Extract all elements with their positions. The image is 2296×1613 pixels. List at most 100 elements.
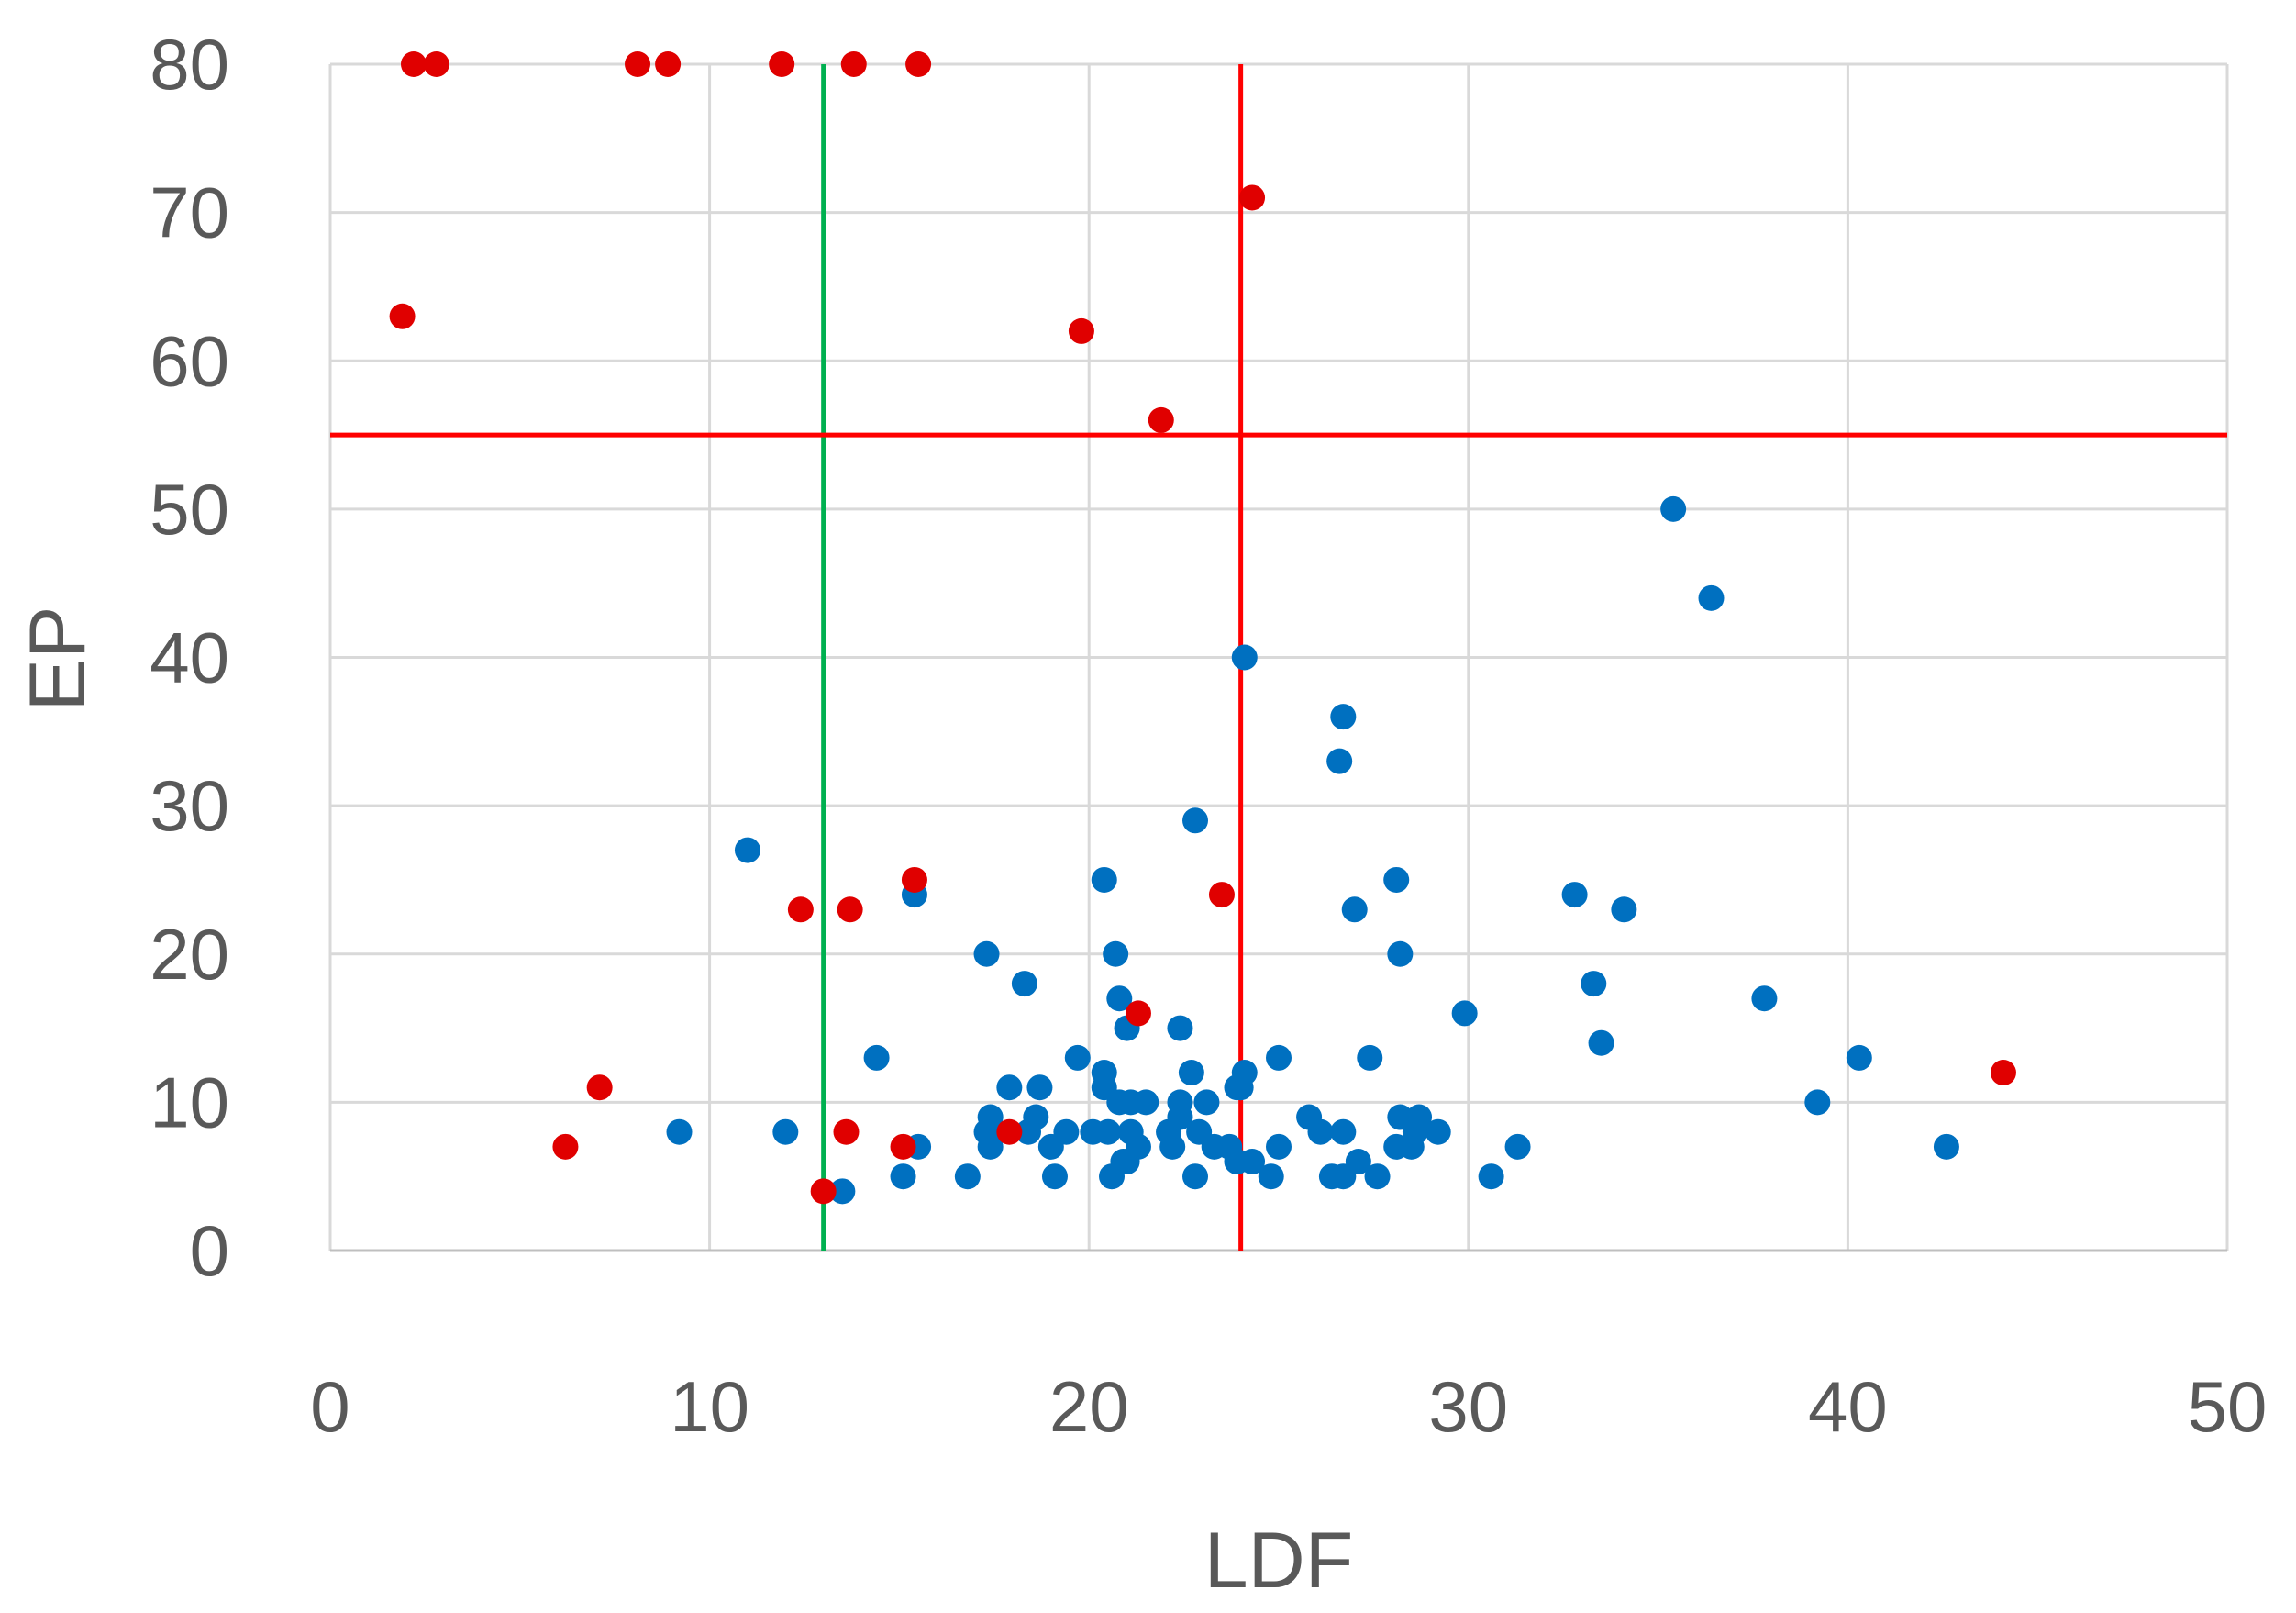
x-tick-label: 20: [1049, 1366, 1129, 1447]
blue-data-point: [1064, 1044, 1091, 1071]
blue-data-point: [1182, 807, 1209, 834]
red-data-point: [1208, 882, 1235, 908]
y-tick-label: 80: [150, 24, 229, 105]
blue-data-point: [973, 940, 1000, 967]
y-tick-label: 0: [190, 1210, 229, 1291]
blue-data-point: [1581, 971, 1607, 997]
red-data-point: [890, 1133, 916, 1160]
red-data-point: [837, 896, 863, 923]
blue-data-point: [1099, 1163, 1126, 1190]
red-data-point: [552, 1133, 579, 1160]
blue-data-point: [1307, 1118, 1334, 1145]
blue-data-point: [1364, 1163, 1391, 1190]
blue-data-point: [1224, 1074, 1250, 1101]
red-data-point: [840, 51, 867, 77]
x-axis-title: LDF: [1204, 1517, 1353, 1605]
red-data-point: [1990, 1060, 2016, 1086]
blue-data-point: [1846, 1044, 1872, 1071]
blue-data-point: [1103, 940, 1129, 967]
blue-data-point: [1357, 1044, 1383, 1071]
red-data-point: [901, 866, 927, 893]
x-tick-label: 30: [1428, 1366, 1508, 1447]
blue-data-point: [1933, 1133, 1959, 1160]
red-data-point: [586, 1074, 613, 1101]
blue-data-point: [1504, 1133, 1531, 1160]
red-data-point: [1148, 406, 1174, 433]
blue-data-point: [1588, 1029, 1614, 1056]
blue-data-point: [1133, 1089, 1159, 1116]
y-tick-label: 20: [150, 914, 229, 995]
y-tick-label: 10: [150, 1062, 229, 1142]
x-tick-label: 10: [670, 1366, 749, 1447]
red-data-point: [655, 51, 682, 77]
blue-data-point: [954, 1163, 981, 1190]
y-tick-label: 60: [150, 320, 229, 401]
blue-data-point: [1182, 1163, 1209, 1190]
x-tick-label: 50: [2188, 1366, 2268, 1447]
red-data-point: [1239, 184, 1266, 211]
blue-data-point: [863, 1044, 890, 1071]
x-tick-labels: 0 10 20 30 40 50: [310, 1366, 2267, 1447]
blue-data-point: [1611, 896, 1637, 923]
blue-data-point: [1751, 985, 1778, 1012]
blue-data-point: [734, 837, 760, 863]
red-data-point: [905, 51, 932, 77]
x-tick-label: 0: [310, 1366, 349, 1447]
blue-data-point: [1193, 1089, 1220, 1116]
blue-data-point: [1698, 584, 1725, 611]
red-data-point: [787, 896, 814, 923]
y-tick-label: 40: [150, 617, 229, 698]
blue-data-point: [977, 1133, 1004, 1160]
red-data-point: [1125, 1000, 1151, 1027]
blue-data-point: [1011, 971, 1037, 997]
blue-data-point: [1330, 1118, 1357, 1145]
y-tick-label: 30: [150, 765, 229, 846]
blue-data-point: [1387, 940, 1414, 967]
blue-data-point: [1231, 644, 1258, 671]
blue-data-point: [890, 1163, 916, 1190]
y-tick-label: 70: [150, 172, 229, 253]
blue-data-point: [1330, 704, 1357, 730]
blue-data-point: [1106, 985, 1133, 1012]
blue-data-point: [1326, 748, 1353, 774]
blue-data-point: [1561, 882, 1588, 908]
blue-data-point: [1239, 1149, 1266, 1175]
y-tick-labels: 0 10 20 30 40 50 60 70 80: [150, 24, 229, 1291]
blue-data-point: [829, 1178, 856, 1205]
red-data-point: [423, 51, 449, 77]
y-tick-label: 50: [150, 469, 229, 550]
blue-data-point: [996, 1074, 1023, 1101]
blue-data-point: [1026, 1074, 1053, 1101]
red-data-point: [625, 51, 651, 77]
x-tick-label: 40: [1808, 1366, 1888, 1447]
blue-data-point: [1041, 1163, 1068, 1190]
blue-data-point: [1425, 1118, 1451, 1145]
blue-data-point: [1660, 495, 1687, 522]
y-axis-title: EP: [14, 606, 102, 712]
blue-data-point: [772, 1118, 799, 1145]
red-data-point: [389, 303, 416, 329]
blue-data-point: [1159, 1133, 1186, 1160]
blue-data-point: [1478, 1163, 1504, 1190]
blue-data-point: [1330, 1163, 1357, 1190]
blue-data-point: [1094, 1118, 1121, 1145]
grid: [328, 62, 2229, 1252]
blue-data-point: [1091, 866, 1117, 893]
blue-data-point: [1037, 1133, 1064, 1160]
data-points: [389, 51, 2016, 1205]
red-data-point: [769, 51, 795, 77]
blue-data-point: [1266, 1133, 1292, 1160]
blue-data-point: [1266, 1044, 1292, 1071]
red-data-point: [833, 1118, 860, 1145]
blue-data-point: [1804, 1089, 1831, 1116]
blue-data-point: [1451, 1000, 1478, 1027]
blue-data-point: [1167, 1015, 1193, 1041]
blue-data-point: [1383, 866, 1410, 893]
blue-data-point: [1178, 1060, 1204, 1086]
blue-data-point: [1398, 1133, 1425, 1160]
blue-data-point: [1015, 1118, 1042, 1145]
red-data-point: [1068, 317, 1094, 344]
red-data-point: [996, 1118, 1023, 1145]
blue-data-point: [1341, 896, 1368, 923]
